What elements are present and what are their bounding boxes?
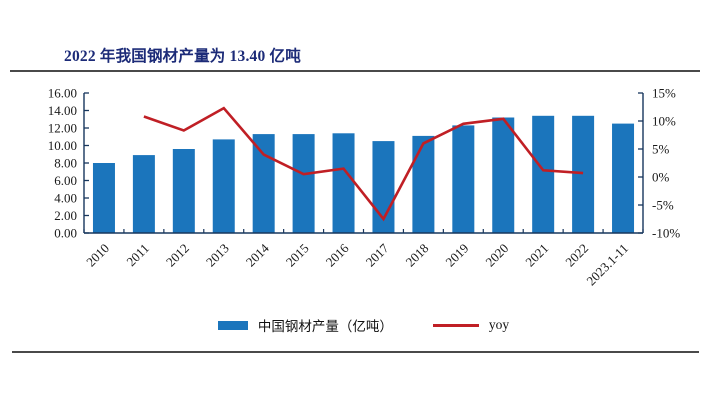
y-left-tick-label: 2.00 [54, 208, 77, 223]
y-right-tick-label: -10% [652, 226, 680, 241]
y-left-tick-label: 8.00 [54, 156, 77, 171]
y-right-tick-label: 5% [652, 142, 670, 157]
x-tick-label: 2019 [442, 241, 471, 270]
y-left-tick-label: 0.00 [54, 226, 77, 241]
x-tick-label: 2015 [283, 241, 312, 270]
y-right-tick-label: 15% [652, 86, 676, 101]
x-tick-label: 2011 [123, 241, 152, 270]
x-tick-label: 2016 [323, 240, 352, 269]
bar-2018 [412, 135, 435, 233]
y-right-tick-label: 10% [652, 114, 676, 129]
bar-2011 [132, 155, 155, 233]
chart-title: 2022 年我国钢材产量为 13.40 亿吨 [64, 48, 301, 65]
bar-2023.1-11 [612, 123, 635, 233]
bar-2013 [212, 139, 235, 233]
x-tick-label: 2022 [562, 241, 591, 270]
legend-line-swatch-icon [432, 323, 479, 327]
x-tick-label: 2021 [522, 241, 551, 270]
x-tick-label: 2010 [83, 241, 112, 270]
chart-legend: 中国钢材产量（亿吨） yoy [84, 315, 643, 335]
yoy-line [143, 106, 584, 222]
bar-2020 [492, 117, 515, 233]
x-tick-label: 2020 [482, 241, 511, 270]
legend-line-label: yoy [488, 317, 510, 332]
bar-2012 [172, 149, 195, 233]
bar-2021 [532, 115, 555, 234]
x-tick-label: 2013 [203, 241, 232, 270]
y-right-tick-label: -5% [652, 198, 674, 213]
x-tick-label: 2018 [403, 241, 432, 270]
y-left-tick-label: 16.00 [48, 86, 77, 101]
y-left-tick-label: 12.00 [48, 121, 77, 136]
bar-2019 [452, 125, 475, 233]
bar-2015 [292, 134, 315, 233]
y-right-tick-label: 0% [652, 170, 670, 185]
bar-2022 [572, 115, 595, 234]
bottom-rule [12, 351, 699, 353]
title-rule [10, 70, 700, 72]
legend-bar-swatch-icon [217, 320, 248, 330]
bar-2010 [92, 163, 115, 233]
y-left-tick-label: 6.00 [54, 173, 77, 188]
bar-2014 [252, 134, 275, 233]
x-tick-label: 2023.1-11 [583, 241, 631, 289]
y-left-tick-label: 10.00 [48, 138, 77, 153]
x-tick-label: 2017 [363, 240, 392, 269]
y-left-tick-label: 14.00 [48, 103, 77, 118]
bar-2016 [332, 133, 355, 234]
legend-bar-label: 中国钢材产量（亿吨） [257, 319, 393, 334]
x-tick-label: 2014 [243, 240, 272, 269]
y-left-tick-label: 4.00 [54, 191, 77, 206]
x-tick-label: 2012 [163, 241, 192, 270]
